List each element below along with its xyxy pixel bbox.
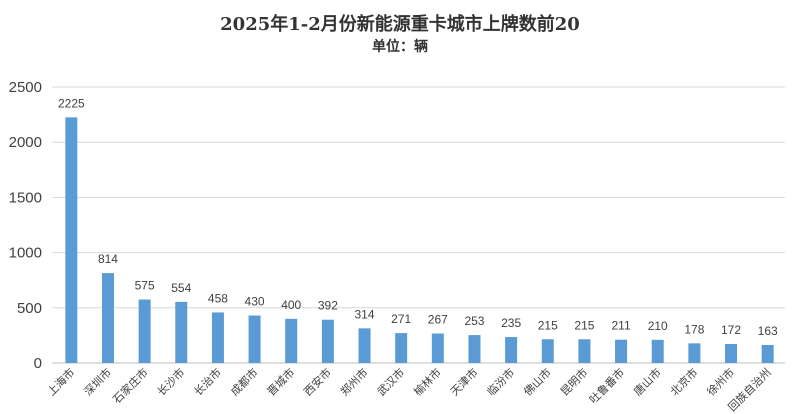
data-label: 2225 (58, 96, 85, 110)
x-tick-label: 吐鲁番市 (586, 365, 627, 406)
bar (431, 333, 444, 363)
x-tick-label: 长沙市 (154, 365, 187, 398)
data-label: 253 (464, 314, 484, 328)
bar (65, 117, 78, 363)
bar (285, 318, 298, 363)
bar (725, 344, 738, 363)
x-tick-label: 北京市 (667, 365, 700, 398)
bar (468, 335, 481, 363)
y-tick-label: 500 (17, 300, 42, 317)
data-label: 575 (135, 279, 155, 293)
x-tick-label: 榆林市 (411, 365, 444, 398)
x-tick-label: 郑州市 (337, 365, 370, 398)
x-tick-label: 徐州市 (704, 365, 737, 398)
data-label: 271 (391, 312, 411, 326)
x-tick-label: 临汾市 (484, 365, 517, 398)
gridlines (52, 86, 785, 364)
data-label: 235 (501, 316, 521, 330)
bars (65, 117, 774, 363)
x-tick-label: 昆明市 (557, 365, 590, 398)
x-tick-label: 上海市 (44, 365, 77, 398)
data-label: 215 (538, 318, 558, 332)
x-tick-label: 深圳市 (81, 365, 114, 398)
chart-subtitle: 单位：辆 (372, 39, 428, 55)
bar (211, 312, 224, 363)
bar (541, 339, 554, 363)
y-tick-label: 1000 (9, 245, 42, 262)
y-tick-label: 2000 (9, 134, 42, 151)
x-tick-label: 晋城市 (264, 365, 297, 398)
data-label: 392 (318, 299, 338, 313)
y-tick-label: 0 (34, 355, 42, 372)
bar (651, 339, 664, 363)
y-tick-label: 2500 (9, 79, 42, 96)
bar (321, 319, 334, 363)
x-tick-label: 天津市 (447, 365, 480, 398)
x-tick-label: 石家庄市 (110, 365, 151, 406)
bar (101, 273, 114, 363)
bar (138, 299, 151, 363)
data-label: 554 (171, 281, 191, 295)
bar (761, 345, 774, 363)
y-axis: 0 500 1000 1500 2000 2500 (9, 79, 42, 372)
x-tick-label: 长治市 (191, 365, 224, 398)
x-tick-label: 唐山市 (631, 365, 664, 398)
x-tick-label: 成都市 (227, 365, 260, 398)
bar (578, 339, 591, 363)
bar (688, 343, 701, 363)
data-label: 163 (758, 324, 778, 338)
bar (175, 301, 188, 363)
data-label: 172 (721, 323, 741, 337)
data-label: 210 (648, 319, 668, 333)
data-label: 458 (208, 291, 228, 305)
bar (395, 333, 408, 363)
chart-title: 2025年1-2月份新能源重卡城市上牌数前20 (220, 14, 580, 35)
bar (505, 337, 518, 363)
x-tick-label: 西安市 (301, 365, 334, 398)
data-label: 215 (574, 318, 594, 332)
data-label: 314 (355, 307, 375, 321)
data-label: 211 (612, 319, 631, 333)
data-label: 400 (281, 298, 301, 312)
bar (358, 328, 371, 363)
bar (615, 339, 628, 363)
data-labels: 2225 814 575 554 458 430 400 392 314 271 267 253 235… (58, 96, 778, 338)
data-label: 430 (245, 295, 265, 309)
bar (248, 315, 261, 363)
data-label: 267 (428, 313, 448, 327)
x-tick-label: 佛山市 (521, 365, 554, 398)
data-label: 814 (98, 252, 118, 266)
x-tick-label: 武汉市 (374, 365, 407, 398)
data-label: 178 (684, 322, 704, 336)
y-tick-label: 1500 (9, 189, 42, 206)
